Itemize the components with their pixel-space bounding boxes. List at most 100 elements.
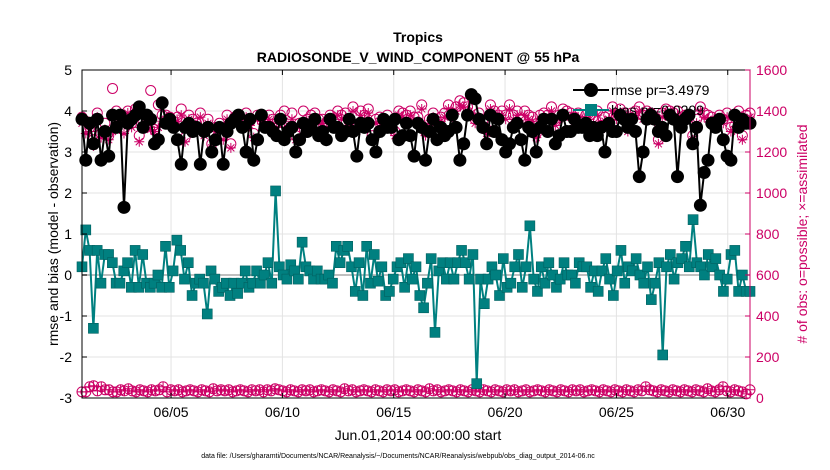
y-right-tick-label: 200 — [756, 349, 780, 365]
assimilated-low-point — [451, 386, 462, 397]
legend-rmse-marker — [584, 83, 598, 97]
rmse-point — [369, 145, 383, 159]
bias-point — [463, 273, 475, 285]
rmse-point — [457, 137, 471, 151]
bias-point — [570, 277, 581, 289]
assimilated-point — [195, 112, 206, 123]
bias-point — [657, 349, 669, 361]
y-left-tick-label: -2 — [60, 349, 73, 365]
bias-point — [604, 273, 615, 285]
bias-point — [342, 241, 353, 252]
bias-point — [80, 224, 92, 236]
bias-point — [490, 269, 502, 281]
rmse-point — [346, 125, 360, 138]
assimilated-low-point — [486, 386, 497, 397]
rmse-point — [361, 116, 375, 130]
y-right-tick-label: 800 — [756, 226, 780, 242]
assimilated-point — [336, 114, 347, 125]
assimilated-low-point — [551, 386, 562, 397]
bias-point — [528, 273, 539, 285]
assimilated-low-point — [405, 385, 416, 396]
assimilated-low-point — [293, 386, 304, 397]
rmse-point — [667, 112, 681, 126]
assimilated-point — [264, 114, 275, 125]
rmse-point — [636, 145, 650, 159]
y-right-tick-label: 1000 — [756, 185, 787, 201]
y-right-tick-label: 1400 — [756, 103, 787, 119]
rmse-point — [426, 112, 440, 126]
bias-point — [479, 298, 490, 310]
bias-point — [262, 257, 274, 269]
assimilated-point — [546, 106, 557, 116]
rmse-point — [716, 133, 730, 147]
assimilated-low-point — [266, 385, 277, 396]
y-left-tick-label: 0 — [64, 267, 72, 283]
bias-point — [410, 261, 422, 273]
assimilated-low-point — [571, 385, 582, 396]
assimilated-low-point — [320, 385, 331, 396]
assimilated-low-point — [602, 385, 613, 396]
rmse-point — [403, 129, 417, 143]
rmse-point — [232, 108, 246, 122]
bias-point — [418, 302, 429, 314]
data-file-footnote: data file: /Users/gharamti/Documents/NCA… — [201, 453, 595, 460]
assimilated-low-point — [629, 386, 640, 397]
assimilated-point — [355, 110, 366, 121]
y-right-tick-label: 1600 — [756, 62, 787, 78]
assimilated-point — [153, 122, 164, 133]
assimilated-point — [607, 106, 618, 116]
rmse-series — [75, 88, 757, 214]
bias-point — [646, 294, 657, 305]
rmse-point — [136, 120, 150, 134]
assimilated-low-point — [92, 385, 103, 396]
assimilated-point — [722, 112, 733, 123]
bias-series — [76, 185, 756, 389]
bias-point — [615, 245, 627, 256]
y-left-tick-label: -3 — [60, 390, 73, 406]
assimilated-low-point — [150, 385, 161, 396]
rmse-point — [167, 120, 181, 134]
bias-point — [638, 277, 650, 289]
rmse-point — [690, 120, 704, 134]
bias-point — [596, 265, 608, 277]
assimilated-point — [699, 112, 710, 123]
rmse-point — [659, 129, 673, 143]
assimilated-point — [405, 110, 416, 121]
rmse-point — [598, 145, 612, 159]
assimilated-low-point — [339, 383, 350, 394]
assimilated-low-point — [605, 386, 616, 397]
bias-point — [179, 273, 190, 285]
assimilated-low-point — [725, 386, 736, 397]
assimilated-low-point — [161, 386, 172, 397]
assimilated-low-point — [447, 385, 458, 396]
bias-point — [399, 281, 410, 293]
assimilated-point — [725, 126, 736, 137]
assimilated-point — [500, 114, 511, 125]
assimilated-low-point — [115, 384, 126, 395]
bias-point — [368, 249, 380, 260]
rmse-point — [686, 137, 700, 151]
assimilated-low-point — [710, 386, 721, 397]
rmse-point — [113, 108, 127, 122]
rmse-point — [239, 145, 253, 159]
bias-point — [357, 290, 369, 301]
rmse-point — [487, 125, 501, 138]
assimilated-low-point — [289, 385, 300, 396]
possible-point — [107, 82, 119, 94]
assimilated-low-point — [548, 385, 559, 396]
bias-point — [680, 241, 691, 252]
assimilated-low-point — [127, 385, 138, 396]
bias-point — [721, 273, 733, 285]
rmse-point — [319, 133, 333, 147]
y-left-tick-label: 3 — [64, 144, 72, 160]
x-tick-label: 06/20 — [488, 404, 523, 420]
rmse-point — [144, 112, 158, 126]
bias-point — [160, 241, 171, 252]
rmse-point — [174, 157, 188, 171]
rmse-point — [155, 96, 169, 110]
rmse-point — [648, 112, 662, 126]
y-left-tick-label: -1 — [60, 308, 73, 324]
rmse-point — [445, 108, 459, 122]
bias-point — [186, 290, 198, 301]
